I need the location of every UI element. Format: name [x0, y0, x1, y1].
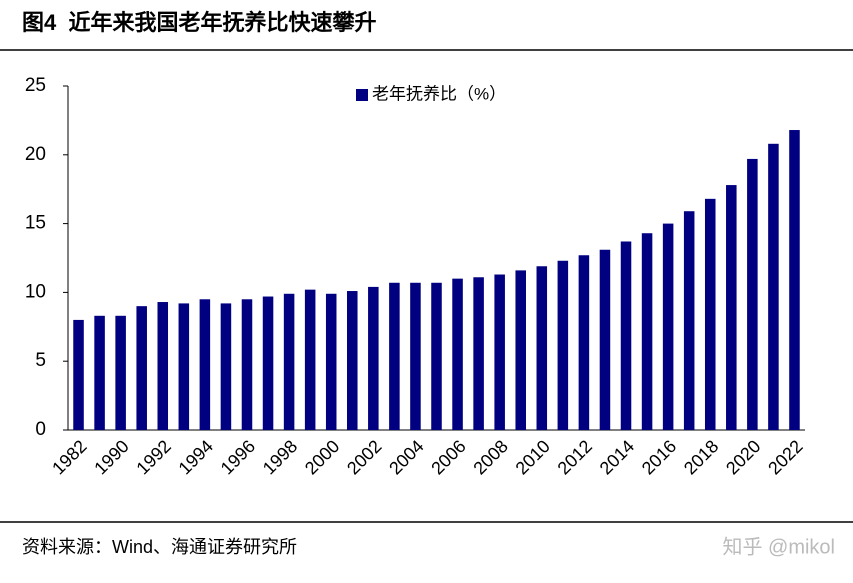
bar [620, 241, 632, 430]
bar [599, 249, 611, 430]
bar [283, 293, 295, 430]
bar [578, 255, 590, 430]
bar [241, 299, 253, 430]
y-tick-label: 25 [25, 75, 46, 96]
x-tick-label: 1996 [217, 436, 259, 478]
bar [768, 143, 779, 431]
y-tick-label: 10 [25, 281, 46, 302]
bar [410, 282, 421, 430]
bar [220, 303, 232, 430]
x-tick-label: 2018 [680, 436, 722, 478]
bar [73, 319, 84, 430]
bar [431, 282, 442, 430]
y-tick-label: 15 [25, 213, 46, 234]
bar [683, 211, 695, 430]
x-tick-label: 2008 [469, 436, 511, 478]
x-tick-label: 2004 [385, 436, 427, 478]
x-tick-label: 1998 [259, 436, 301, 478]
bar [304, 289, 316, 430]
y-tick-label: 5 [35, 350, 46, 371]
bar [368, 286, 379, 430]
chart-title: 图4 近年来我国老年抚养比快速攀升 [22, 10, 376, 35]
x-tick-label: 2022 [764, 436, 806, 478]
bar [536, 266, 548, 430]
bar [494, 274, 505, 430]
x-tick-label: 2016 [638, 436, 680, 478]
x-tick-label: 2020 [722, 436, 764, 478]
legend-swatch [356, 89, 368, 101]
bar [199, 299, 211, 430]
bar [115, 315, 126, 430]
x-tick-label: 2012 [554, 436, 596, 478]
x-tick-label: 1982 [48, 436, 90, 478]
bar [704, 198, 716, 430]
x-tick-label: 1992 [132, 436, 174, 478]
bar [557, 260, 569, 430]
bar [515, 270, 526, 430]
bar [473, 277, 484, 430]
bar [641, 233, 653, 430]
x-tick-label: 2014 [596, 436, 638, 478]
x-tick-label: 2000 [301, 436, 343, 478]
bar [726, 185, 737, 430]
source: 资料来源：Wind、海通证券研究所 [22, 537, 297, 557]
y-tick-label: 0 [35, 419, 46, 440]
bar [389, 282, 400, 430]
bar [157, 302, 169, 430]
bar [94, 315, 105, 430]
bar [325, 293, 337, 430]
x-tick-label: 2006 [427, 436, 469, 478]
x-tick-label: 1990 [90, 436, 132, 478]
x-tick-label: 1994 [175, 436, 217, 478]
watermark: 知乎 @mikol [722, 535, 835, 558]
x-tick-label: 2002 [343, 436, 385, 478]
bar [136, 306, 147, 430]
bar [789, 130, 800, 431]
bar [452, 278, 463, 430]
bar [178, 303, 190, 430]
y-tick-label: 20 [25, 144, 46, 165]
x-tick-label: 2010 [512, 436, 554, 478]
legend-label: 老年抚养比（%） [372, 84, 506, 103]
bar [662, 223, 674, 430]
bar [347, 291, 358, 430]
bar [262, 296, 274, 430]
bar [747, 158, 758, 431]
